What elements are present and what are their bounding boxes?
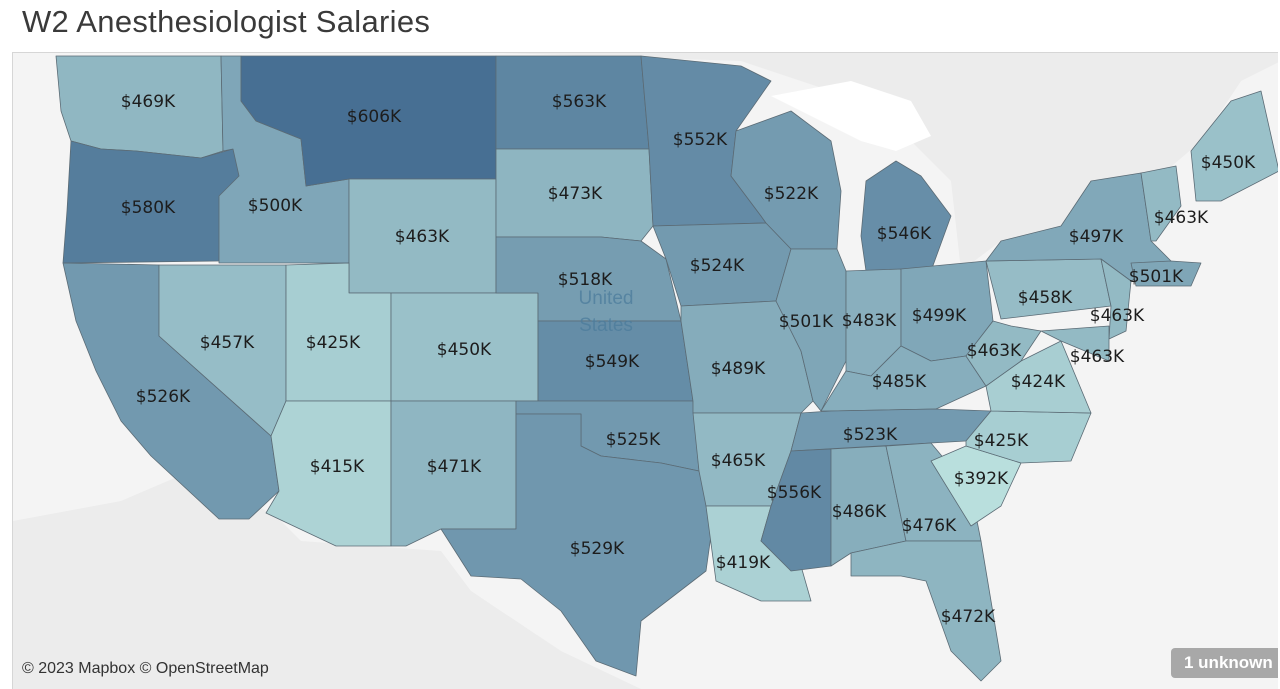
state-value-label-maryland: $463K (1070, 347, 1125, 367)
state-value-label-texas: $529K (570, 539, 625, 559)
state-value-label-washington: $469K (121, 92, 176, 112)
state-value-label-colorado: $450K (437, 340, 492, 360)
state-value-label-ohio: $499K (912, 306, 967, 326)
state-vermont[interactable] (1140, 165, 1182, 242)
state-value-label-west-virginia: $463K (967, 341, 1022, 361)
state-value-label-indiana: $483K (842, 311, 897, 331)
state-value-label-new-york: $497K (1069, 227, 1124, 247)
state-value-label-oklahoma: $525K (606, 430, 661, 450)
state-value-label-pennsylvania: $458K (1018, 288, 1073, 308)
state-maryland[interactable] (1040, 325, 1110, 362)
map-title: W2 Anesthesiologist Salaries (22, 4, 431, 39)
state-south-carolina[interactable] (930, 445, 1022, 527)
state-value-label-minnesota: $552K (673, 130, 728, 150)
state-value-label-michigan: $546K (877, 224, 932, 244)
labels-layer: $469K $580K $526K $500K $457K $606K $463K $425K… (121, 92, 1256, 627)
state-value-label-north-carolina: $425K (974, 431, 1029, 451)
state-value-label-missouri: $489K (711, 359, 766, 379)
country-label-line2: States (579, 315, 633, 336)
state-value-label-wisconsin: $522K (764, 184, 819, 204)
edge-clip (1278, 0, 1280, 689)
state-connecticut[interactable] (1130, 260, 1202, 287)
state-value-label-kentucky: $485K (872, 372, 927, 392)
state-value-label-north-dakota: $563K (552, 92, 607, 112)
state-value-label-virginia: $424K (1011, 372, 1066, 392)
state-value-label-oregon: $580K (121, 198, 176, 218)
state-value-label-montana: $606K (347, 107, 402, 127)
state-value-label-nebraska: $518K (558, 270, 613, 290)
state-value-label-illinois: $501K (779, 312, 834, 332)
states-layer (55, 55, 1280, 682)
state-value-label-iowa: $524K (690, 256, 745, 276)
state-value-label-florida: $472K (941, 607, 996, 627)
state-value-label-nevada: $457K (200, 333, 255, 353)
state-new-york[interactable] (985, 172, 1172, 282)
state-value-label-connecticut: $501K (1129, 267, 1184, 287)
state-michigan[interactable] (860, 160, 952, 272)
state-value-label-arizona: $415K (310, 457, 365, 477)
state-value-label-utah: $425K (306, 333, 361, 353)
state-value-label-new-mexico: $471K (427, 457, 482, 477)
mexico-land (13, 471, 641, 689)
state-value-label-kansas: $549K (585, 352, 640, 372)
choropleth-map[interactable]: $469K $580K $526K $500K $457K $606K $463K $425K… (12, 52, 1280, 689)
state-value-label-louisiana: $419K (716, 553, 771, 573)
state-value-label-south-carolina: $392K (954, 469, 1009, 489)
state-value-label-tennessee: $523K (843, 425, 898, 445)
state-florida[interactable] (850, 540, 1002, 682)
state-value-label-alabama: $486K (832, 502, 887, 522)
state-value-label-mississippi: $556K (767, 483, 822, 503)
state-value-label-vermont: $463K (1154, 208, 1209, 228)
state-value-label-maine: $450K (1201, 153, 1256, 173)
state-value-label-new-jersey: $463K (1090, 306, 1145, 326)
state-value-label-california: $526K (136, 387, 191, 407)
state-new-jersey[interactable] (1100, 258, 1132, 340)
map-canvas[interactable]: $469K $580K $526K $500K $457K $606K $463K $425K… (13, 53, 1280, 689)
canada-land (221, 53, 1280, 271)
state-texas[interactable] (440, 413, 714, 677)
map-attribution[interactable]: © 2023 Mapbox © OpenStreetMap (22, 660, 269, 677)
state-value-label-south-dakota: $473K (548, 184, 603, 204)
lake-superior (771, 81, 931, 151)
country-label-line1: United (579, 288, 634, 309)
state-value-label-georgia: $476K (902, 516, 957, 536)
state-value-label-idaho: $500K (248, 196, 303, 216)
state-value-label-arkansas: $465K (711, 451, 766, 471)
state-value-label-wyoming: $463K (395, 227, 450, 247)
unknown-values-badge[interactable]: 1 unknown (1171, 648, 1280, 678)
